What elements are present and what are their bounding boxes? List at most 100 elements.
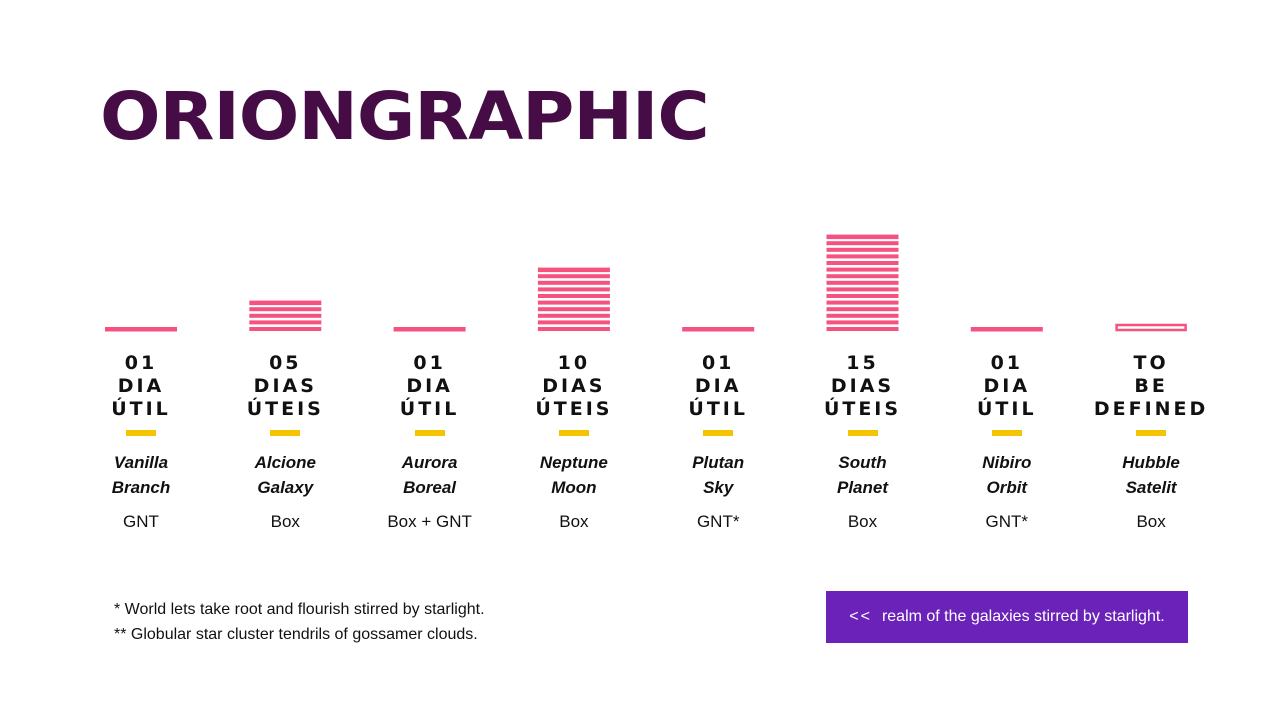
duration-line: ÚTEIS (823, 398, 902, 420)
duration-line: DEFINED (1093, 398, 1209, 420)
chart-column: 05 DIAS ÚTEIS Alcione Galaxy Box (213, 352, 357, 532)
bar-undefined-outline (1115, 323, 1187, 332)
chart-column: 01 DIA ÚTIL Vanilla Branch GNT (69, 352, 213, 532)
category-name-line: Satelit (1125, 478, 1177, 497)
chart-column: TO BE DEFINED Hubble Satelit Box (1079, 352, 1223, 532)
duration-line: DIA (983, 375, 1031, 397)
accent-dash (703, 430, 734, 436)
duration-line: ÚTEIS (535, 398, 613, 420)
bar-stripe (826, 280, 899, 285)
delivery-type: Box (559, 512, 589, 531)
bar-stripe (105, 327, 177, 332)
category-name-line: Moon (551, 478, 597, 497)
bar (105, 327, 177, 332)
accent-dash (558, 430, 589, 436)
delivery-type: Box (1136, 512, 1166, 531)
duration-line: 01 (701, 352, 735, 374)
category-name-line: Branch (111, 478, 171, 497)
category-name-line: Sky (703, 478, 734, 497)
duration-line: ÚTIL (688, 398, 748, 420)
bar (970, 327, 1043, 332)
chart-column: 15 DIAS ÚTEIS South Planet Box (791, 352, 935, 532)
duration-line: 01 (124, 352, 158, 374)
duration-label: 05 DIAS ÚTEIS (213, 352, 357, 422)
duration-label: 10 DIAS ÚTEIS (502, 352, 646, 422)
category-name: Neptune Moon (502, 450, 646, 500)
duration-line: BE (1134, 375, 1168, 397)
bar-stripe (826, 307, 899, 312)
category-name: Plutan Sky (646, 450, 790, 500)
chart-column: 10 DIAS ÚTEIS Neptune Moon Box (502, 352, 646, 532)
accent-dash (414, 430, 445, 436)
accent-dash (847, 430, 878, 436)
accent-dash (270, 430, 301, 436)
category-name: South Planet (791, 450, 935, 500)
bar-stripe (537, 287, 610, 292)
bar-stripe (537, 280, 610, 285)
bar (393, 327, 466, 332)
bar-stripe (826, 327, 899, 331)
delivery-type: GNT (123, 512, 159, 531)
bar-stripe (826, 294, 899, 298)
bar-stripe (537, 313, 610, 318)
category-name-line: South (838, 453, 887, 472)
delivery-type: Box (847, 512, 878, 531)
bar-stripe (826, 241, 899, 246)
page-title: ORIONGRAPHIC (100, 78, 710, 155)
chart-column: 01 DIA ÚTIL Plutan Sky GNT* (646, 352, 790, 532)
delivery-type: GNT* (696, 512, 740, 531)
bar-stripe (826, 254, 899, 259)
bar-stripe (537, 294, 610, 298)
duration-line: DIA (694, 375, 742, 397)
category-name-line: Plutan (692, 453, 745, 472)
duration-line: ÚTIL (399, 398, 460, 420)
delivery-type: Box (270, 512, 300, 531)
bar-stripe (826, 320, 899, 325)
duration-line: ÚTEIS (246, 398, 324, 420)
duration-line: DIA (406, 375, 453, 397)
bar-stripe (249, 300, 322, 306)
bar-stripe (249, 307, 322, 312)
duration-label: 15 DIAS ÚTEIS (791, 352, 935, 422)
bar-stripe (537, 307, 610, 312)
bar-stripe (249, 313, 322, 318)
duration-line: DIAS (542, 375, 606, 397)
category-name-line: Aurora (401, 453, 458, 472)
bar-stripe (826, 313, 899, 318)
category-name-line: Galaxy (257, 478, 314, 497)
duration-line: DIA (117, 375, 165, 397)
duration-line: DIAS (830, 375, 895, 397)
category-name-line: Orbit (986, 478, 1028, 497)
bar-stripe (393, 327, 466, 332)
duration-line: DIAS (253, 375, 317, 397)
duration-line: 05 (269, 352, 302, 374)
category-name-line: Neptune (539, 453, 608, 472)
category-name: Hubble Satelit (1079, 450, 1223, 500)
bar-stripe (826, 300, 899, 305)
footnote-2: ** Globular star cluster tendrils of gos… (114, 626, 478, 643)
duration-line: 01 (413, 352, 446, 374)
chart-column: 01 DIA ÚTIL Aurora Boreal Box + GNT (358, 352, 502, 532)
accent-dash (126, 430, 156, 436)
bar-stripe (826, 287, 899, 292)
category-name-line: Vanilla (113, 453, 169, 472)
bar-stripe (826, 274, 899, 279)
duration-line: ÚTIL (111, 398, 171, 420)
bar-chart (105, 234, 1187, 332)
accent-dash (991, 430, 1022, 436)
bar-stripe (682, 327, 755, 332)
bar-stripe (249, 320, 322, 325)
category-name: Alcione Galaxy (213, 450, 357, 500)
bar-stripe (970, 327, 1043, 332)
bar-stripe (826, 267, 899, 272)
galaxies-button[interactable]: << realm of the galaxies stirred by star… (826, 591, 1188, 643)
footnote-1: * World lets take root and flourish stir… (114, 601, 485, 618)
bar-stripe (826, 261, 899, 265)
bar (682, 327, 755, 332)
category-name: Vanilla Branch (69, 450, 213, 500)
duration-line: 01 (990, 352, 1024, 374)
category-name-line: Alcione (254, 453, 316, 472)
delivery-type: Box + GNT (387, 512, 472, 531)
galaxies-button-label: realm of the galaxies stirred by starlig… (881, 608, 1165, 625)
bar-stripe (826, 234, 899, 240)
